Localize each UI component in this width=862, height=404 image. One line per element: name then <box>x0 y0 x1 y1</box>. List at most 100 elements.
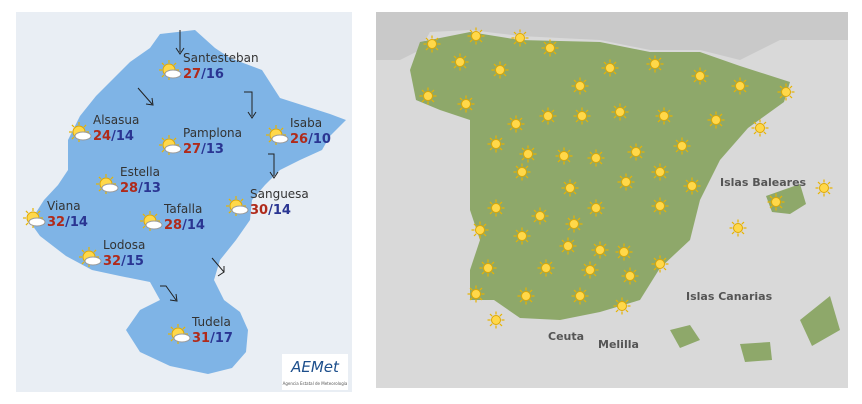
sun-ray <box>561 239 565 243</box>
sun-ray <box>161 62 165 66</box>
sun-ray <box>523 41 527 45</box>
sun-icon <box>651 163 669 181</box>
sun-ray <box>268 139 272 143</box>
sun-ray <box>675 149 679 153</box>
sun-ray <box>779 205 783 209</box>
sun-ray <box>779 85 783 89</box>
sun-ray <box>629 145 633 149</box>
sun-ray <box>173 137 177 141</box>
sun-icon <box>565 215 583 233</box>
region-label: Ceuta <box>548 330 584 343</box>
temp-max: 28 <box>164 218 182 233</box>
sun-ray <box>435 47 439 51</box>
sun <box>545 43 555 53</box>
sun-ray <box>657 109 661 113</box>
sun-ray <box>573 289 577 293</box>
sun-ray <box>110 176 114 180</box>
sun-icon <box>651 197 669 215</box>
sun-ray <box>525 165 529 169</box>
sun-ray <box>481 271 485 275</box>
sun-ray <box>617 255 621 259</box>
cloud <box>84 256 102 266</box>
sun-ray <box>653 257 657 261</box>
sun-ray <box>469 287 473 291</box>
sun-ray <box>577 227 581 231</box>
sun-ray <box>789 85 793 89</box>
temperatures: 27/13 <box>183 142 224 157</box>
sun-icon <box>751 119 769 137</box>
sun-ray <box>543 41 547 45</box>
temperatures: 32/14 <box>47 215 88 230</box>
sun-ray <box>589 151 593 155</box>
sun-icon <box>23 208 46 228</box>
sun-ray <box>567 217 571 221</box>
temp-min: 13 <box>143 181 161 196</box>
sun-ray <box>827 181 831 185</box>
sun-ray <box>489 313 493 317</box>
sun <box>575 81 585 91</box>
sun-ray <box>648 57 652 61</box>
sun-ray <box>599 201 603 205</box>
sun-ray <box>161 137 165 141</box>
sun-ray <box>779 195 783 199</box>
sun-ray <box>98 188 102 192</box>
sun <box>535 211 545 221</box>
sun-icon <box>457 95 475 113</box>
sun <box>771 197 781 207</box>
sun-ray <box>663 165 667 169</box>
city-name: Tudela <box>191 315 231 329</box>
temp-max: 31 <box>192 331 210 346</box>
sun <box>523 149 533 159</box>
sun-ray <box>573 191 577 195</box>
sun-ray <box>657 119 661 123</box>
sun-ray <box>753 121 757 125</box>
sun-ray <box>623 279 627 283</box>
separator: / <box>182 218 187 233</box>
sun-ray <box>753 131 757 135</box>
sun <box>427 39 437 49</box>
sun <box>650 59 660 69</box>
sun-ray <box>571 239 575 243</box>
sun-icon <box>651 255 669 273</box>
sun <box>471 289 481 299</box>
sun-ray <box>479 297 483 301</box>
sun-ray <box>483 233 487 237</box>
cloud <box>164 144 182 154</box>
sun-ray <box>499 147 503 151</box>
sun-icon <box>419 87 437 105</box>
sun-icon <box>168 324 191 344</box>
sun-ray <box>481 261 485 265</box>
sun-ray <box>459 107 463 111</box>
sun-ray <box>521 157 525 161</box>
sun-ray <box>658 67 662 71</box>
sun-icon <box>537 259 555 277</box>
sun-ray <box>459 97 463 101</box>
sun <box>781 87 791 97</box>
sun-ray <box>583 299 587 303</box>
sun-ray <box>421 99 425 103</box>
city-name: Estella <box>120 165 160 179</box>
sun-icon <box>777 83 795 101</box>
sun <box>655 167 665 177</box>
sun-ray <box>613 61 617 65</box>
sun-ray <box>583 79 587 83</box>
sun <box>631 147 641 157</box>
temperatures: 28/14 <box>164 218 205 233</box>
sun <box>711 115 721 125</box>
sun-ray <box>599 151 603 155</box>
sun-ray <box>519 289 523 293</box>
sun-icon <box>646 55 664 73</box>
cloud <box>271 134 289 144</box>
sun-ray <box>563 181 567 185</box>
sun-ray <box>525 239 529 243</box>
sun-ray <box>695 189 699 193</box>
sun-icon <box>513 227 531 245</box>
sun-icon <box>96 174 119 194</box>
sun-ray <box>599 161 603 165</box>
sun-ray <box>633 279 637 283</box>
sun <box>491 139 501 149</box>
sun-ray <box>479 287 483 291</box>
sun-ray <box>154 213 158 217</box>
sun-ray <box>539 261 543 265</box>
sun-ray <box>489 147 493 151</box>
